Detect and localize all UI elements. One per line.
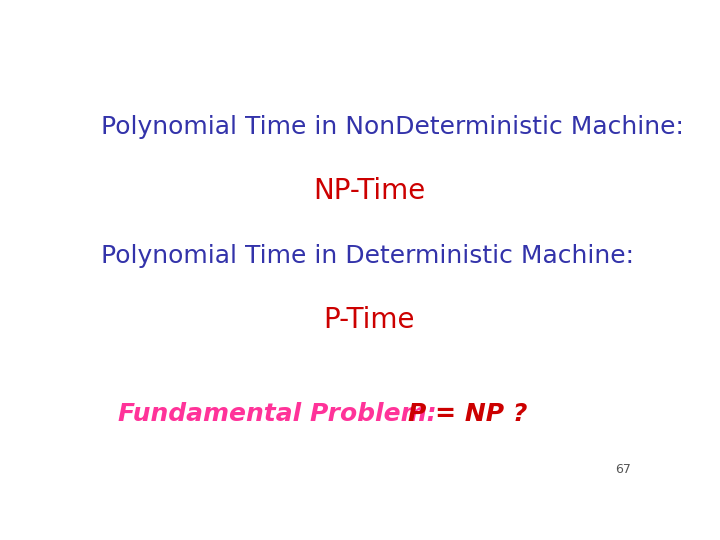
Text: P = NP ?: P = NP ? <box>408 402 528 426</box>
Text: Polynomial Time in NonDeterministic Machine:: Polynomial Time in NonDeterministic Mach… <box>101 114 684 139</box>
Text: Fundamental Problem:: Fundamental Problem: <box>118 402 436 426</box>
Text: 67: 67 <box>616 463 631 476</box>
Text: P-Time: P-Time <box>323 306 415 334</box>
Text: NP-Time: NP-Time <box>313 177 425 205</box>
Text: Polynomial Time in Deterministic Machine:: Polynomial Time in Deterministic Machine… <box>101 244 634 268</box>
